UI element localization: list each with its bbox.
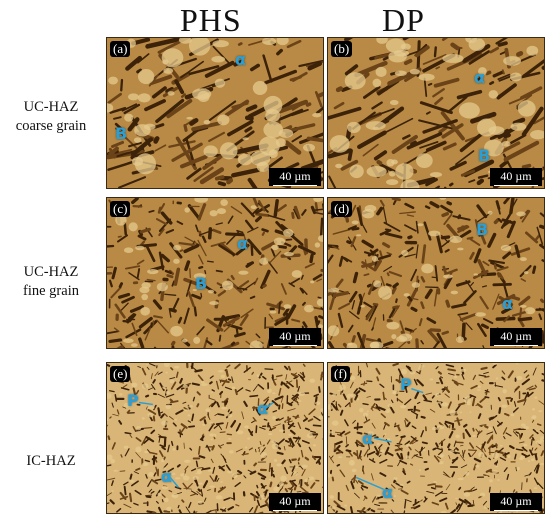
row-label-uc-haz-coarse: UC-HAZ coarse grain xyxy=(0,98,102,136)
row-label-line1: UC-HAZ xyxy=(23,99,79,115)
phase-label-alpha: α xyxy=(237,234,248,253)
phase-label-alpha: α xyxy=(257,399,268,418)
micrograph-texture xyxy=(107,363,323,513)
column-header-phs: PHS xyxy=(180,2,242,38)
phase-label-pearlite: P xyxy=(400,375,412,394)
phase-label-alpha: α xyxy=(502,294,513,313)
phase-label-bainite: B xyxy=(195,274,208,293)
phase-label-pearlite: P xyxy=(127,391,139,410)
scale-bar-text: 40 µm xyxy=(500,169,532,183)
row-label-line2: fine grain xyxy=(23,283,79,299)
scale-bar: 40 µm xyxy=(269,493,321,511)
scale-bar: 40 µm xyxy=(269,328,321,346)
panel-letter: (a) xyxy=(110,41,131,57)
panel-letter: (f) xyxy=(331,366,350,382)
micrograph-c: (c) α B 40 µm xyxy=(106,197,324,349)
phase-label-alpha: α xyxy=(235,50,246,69)
phase-label-alpha: α xyxy=(362,429,373,448)
micrograph-b: (b) α B 40 µm xyxy=(327,37,545,189)
panel-letter: (c) xyxy=(110,201,131,217)
phase-label-alpha: α xyxy=(382,483,393,502)
scale-bar-text: 40 µm xyxy=(500,494,532,508)
row-label-line1: IC-HAZ xyxy=(26,453,76,469)
scale-bar: 40 µm xyxy=(269,168,321,186)
scale-bar-text: 40 µm xyxy=(279,494,311,508)
phase-label-bainite: B xyxy=(115,124,128,143)
micrograph-texture xyxy=(107,198,323,348)
panel-letter: (b) xyxy=(331,41,353,57)
row-label-ic-haz: IC-HAZ xyxy=(0,452,102,471)
micrograph-texture xyxy=(328,363,544,513)
column-header-dp: DP xyxy=(382,2,425,38)
micrograph-texture xyxy=(328,198,544,348)
micrograph-d: (d) B α 40 µm xyxy=(327,197,545,349)
scale-bar-text: 40 µm xyxy=(279,329,311,343)
row-label-uc-haz-fine: UC-HAZ fine grain xyxy=(0,263,102,301)
scale-bar: 40 µm xyxy=(490,493,542,511)
micrograph-texture xyxy=(107,38,323,188)
micrograph-e: (e) P α α 40 µm xyxy=(106,362,324,514)
scale-bar-text: 40 µm xyxy=(500,329,532,343)
scale-bar: 40 µm xyxy=(490,328,542,346)
scale-bar: 40 µm xyxy=(490,168,542,186)
phase-label-bainite: B xyxy=(476,220,489,239)
phase-label-alpha: α xyxy=(474,68,485,87)
micrograph-f: (f) P α α 40 µm xyxy=(327,362,545,514)
micrograph-texture xyxy=(328,38,544,188)
scale-bar-text: 40 µm xyxy=(279,169,311,183)
row-label-line1: UC-HAZ xyxy=(23,264,79,280)
row-label-line2: coarse grain xyxy=(15,118,87,134)
micrograph-a: (a) α B 40 µm xyxy=(106,37,324,189)
panel-letter: (d) xyxy=(331,201,353,217)
phase-label-bainite: B xyxy=(478,146,491,165)
panel-letter: (e) xyxy=(110,366,131,382)
phase-label-alpha: α xyxy=(161,467,172,486)
